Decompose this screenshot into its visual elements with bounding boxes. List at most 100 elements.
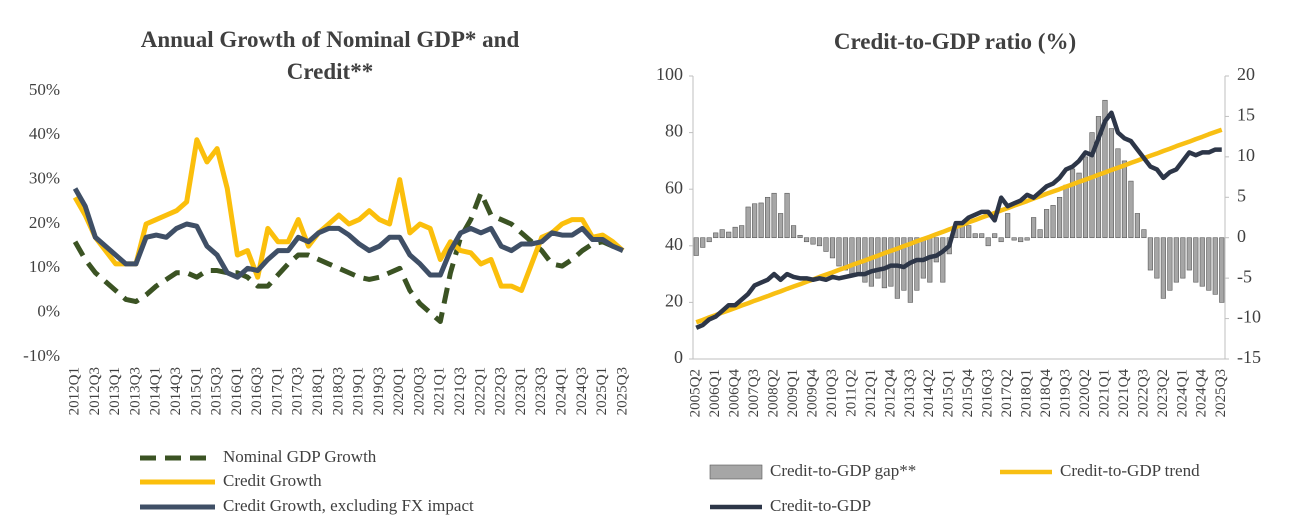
y-tick-label: 10% — [29, 257, 60, 276]
bar — [739, 225, 745, 239]
bar — [1082, 156, 1089, 239]
x-tick-label: 2022Q1 — [472, 367, 488, 415]
x-tick-label: 2020Q3 — [411, 367, 427, 415]
bar — [797, 234, 803, 239]
x-tick-label: 2018Q4 — [1038, 369, 1054, 418]
bar — [726, 231, 732, 239]
bar — [1193, 237, 1199, 283]
y2-tick-label: 20 — [1237, 64, 1255, 84]
legend-label: Credit-to-GDP — [770, 496, 871, 515]
bar — [1089, 132, 1095, 239]
y2-tick-label: -10 — [1237, 307, 1261, 327]
bar — [1031, 217, 1037, 239]
bar — [758, 202, 764, 239]
x-tick-label: 2023Q2 — [1155, 369, 1171, 417]
x-tick-label: 2009Q1 — [785, 369, 801, 417]
x-tick-label: 2015Q1 — [188, 367, 204, 415]
bar — [1024, 237, 1030, 241]
x-tick-label: 2015Q4 — [960, 369, 976, 418]
bar — [1018, 237, 1024, 243]
x-tick-label: 2016Q1 — [229, 367, 245, 415]
x-tick-label: 2015Q3 — [209, 367, 225, 415]
x-tick-label: 2013Q3 — [902, 369, 918, 417]
x-tick-label: 2005Q2 — [688, 369, 704, 417]
bar — [933, 237, 939, 263]
bar — [1160, 237, 1166, 299]
bar — [1044, 209, 1050, 239]
x-tick-label: 2006Q1 — [707, 369, 723, 417]
bar — [1108, 128, 1115, 239]
x-tick-label: 2025Q3 — [1213, 369, 1229, 417]
chart-title: Credit-to-GDP ratio (%) — [833, 29, 1077, 54]
y-tick-label: 80 — [665, 121, 683, 141]
y-tick-label: 0% — [37, 302, 60, 321]
bar — [1121, 160, 1128, 239]
bar — [1167, 237, 1173, 291]
bar — [992, 233, 998, 239]
bar — [998, 237, 1004, 243]
bar — [784, 192, 790, 239]
bar — [1050, 205, 1056, 239]
x-tick-label: 2024Q4 — [1194, 369, 1210, 418]
x-tick-label: 2014Q3 — [168, 367, 184, 415]
bar — [1219, 237, 1225, 303]
bar — [1102, 99, 1108, 239]
y-tick-label: 40% — [29, 124, 60, 143]
bar — [1199, 237, 1205, 287]
y-tick-label: 40 — [665, 234, 683, 254]
bar — [1037, 229, 1043, 239]
bar — [693, 237, 699, 256]
x-tick-label: 2018Q3 — [330, 367, 346, 415]
bar — [940, 237, 946, 283]
bar — [803, 237, 810, 243]
bar — [888, 237, 894, 287]
x-tick-label: 2012Q1 — [863, 369, 879, 417]
x-tick-label: 2018Q1 — [310, 367, 326, 415]
x-tick-label: 2022Q3 — [1135, 369, 1151, 417]
bar — [842, 237, 849, 271]
bar — [1141, 229, 1147, 239]
x-tick-label: 2019Q3 — [371, 367, 387, 415]
line — [695, 127, 1223, 325]
bar — [1005, 213, 1011, 239]
bar — [1180, 237, 1186, 279]
x-tick-label: 2024Q1 — [1174, 369, 1190, 417]
bar — [1011, 237, 1017, 241]
x-tick-label: 2019Q3 — [1057, 369, 1073, 417]
bar — [771, 192, 777, 239]
y2-tick-label: -5 — [1237, 266, 1252, 286]
legend-label: Credit-to-GDP gap** — [770, 461, 916, 480]
bar — [1069, 168, 1076, 239]
y-tick-label: 100 — [656, 64, 683, 84]
bar — [816, 237, 823, 247]
y-tick-label: 20 — [665, 291, 683, 311]
x-tick-label: 2017Q2 — [999, 369, 1015, 417]
x-tick-label: 2017Q3 — [290, 367, 306, 415]
y-tick-label: 30% — [29, 169, 60, 188]
x-tick-label: 2013Q3 — [127, 367, 143, 415]
bar — [1076, 172, 1082, 239]
bar — [713, 232, 719, 239]
x-tick-label: 2006Q4 — [727, 369, 743, 418]
bar — [1128, 180, 1134, 239]
bar — [881, 237, 887, 289]
bar — [985, 237, 991, 247]
x-tick-label: 2011Q2 — [843, 369, 859, 417]
x-tick-label: 2021Q4 — [1116, 369, 1132, 418]
x-tick-label: 2018Q1 — [1019, 369, 1035, 417]
x-tick-label: 2020Q1 — [391, 367, 407, 415]
y-tick-label: 0 — [674, 347, 683, 367]
bar — [836, 237, 842, 267]
x-tick-label: 2024Q3 — [574, 367, 590, 415]
x-tick-label: 2021Q1 — [432, 367, 448, 415]
bar — [706, 237, 712, 243]
line — [72, 187, 624, 280]
bar — [972, 233, 978, 239]
x-tick-label: 2016Q3 — [249, 367, 265, 415]
x-tick-label: 2020Q2 — [1077, 369, 1093, 417]
y2-tick-label: 5 — [1237, 185, 1246, 205]
x-tick-label: 2013Q1 — [107, 367, 123, 415]
x-tick-label: 2008Q2 — [766, 369, 782, 417]
bar — [1063, 184, 1069, 239]
